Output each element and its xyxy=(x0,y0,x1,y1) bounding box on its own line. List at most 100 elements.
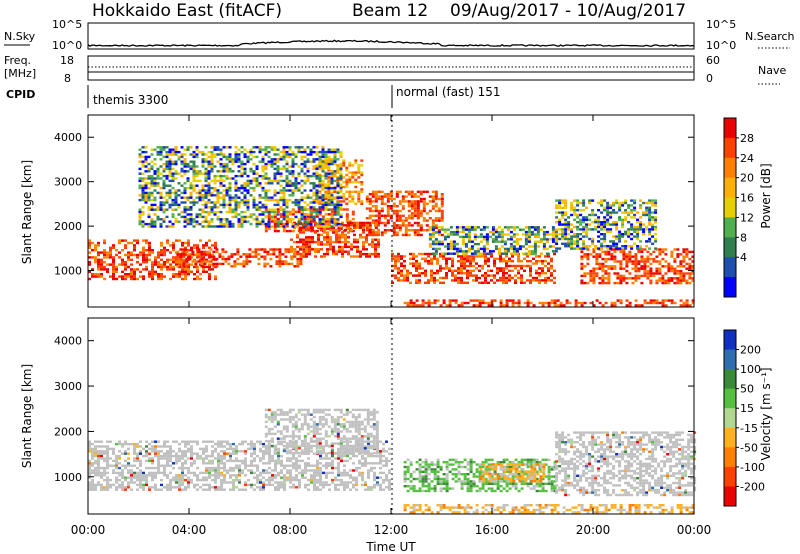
power-cell xyxy=(315,189,319,192)
power-cell xyxy=(312,220,316,223)
power-cell xyxy=(344,233,347,237)
nsky-right-tick-top: 10^5 xyxy=(706,18,736,31)
velocity-cell xyxy=(259,486,262,489)
power-cell xyxy=(234,150,238,154)
power-cell xyxy=(527,233,531,236)
power-cell xyxy=(588,228,592,231)
power-cell xyxy=(636,233,640,236)
velocity-cell xyxy=(187,471,190,475)
power-cell xyxy=(296,250,300,254)
velocity-cell xyxy=(106,481,109,484)
power-cell xyxy=(306,146,310,149)
power-cell xyxy=(150,206,154,209)
power-cell xyxy=(186,177,190,180)
power-cell xyxy=(618,204,622,207)
power-cell xyxy=(603,240,607,243)
power-cell xyxy=(153,220,157,223)
power-cell xyxy=(327,213,331,216)
velocity-cell xyxy=(139,483,142,487)
velocity-cell xyxy=(157,440,160,443)
power-cell xyxy=(246,158,250,161)
power-cell xyxy=(395,233,399,237)
velocity-cell xyxy=(229,474,232,477)
power-cell xyxy=(202,270,205,273)
power-cell xyxy=(658,301,662,305)
power-cell xyxy=(162,220,166,223)
power-cell xyxy=(228,210,232,214)
power-cell xyxy=(315,213,319,216)
power-cell xyxy=(315,146,319,149)
power-cell xyxy=(530,230,534,234)
power-cell xyxy=(649,267,653,270)
power-cell xyxy=(176,265,180,268)
power-cell xyxy=(276,158,280,161)
power-cell xyxy=(630,199,634,202)
velocity-cell xyxy=(163,466,166,470)
velocity-cell xyxy=(196,466,199,470)
power-cell xyxy=(619,277,623,280)
velocity-cell xyxy=(262,481,265,484)
velocity-cell xyxy=(190,457,193,460)
power-cell xyxy=(315,194,319,197)
power-cell xyxy=(303,148,307,151)
power-cell xyxy=(245,255,249,258)
power-cell xyxy=(527,235,531,239)
power-cell xyxy=(634,274,638,278)
power-cell xyxy=(547,269,550,272)
power-cell xyxy=(544,301,548,305)
power-cell xyxy=(591,221,595,224)
power-cell xyxy=(595,260,599,263)
power-cell xyxy=(178,239,181,242)
velocity-cell xyxy=(91,478,94,482)
power-cell xyxy=(339,190,343,193)
power-cell xyxy=(392,231,396,234)
power-cell xyxy=(583,301,587,305)
power-cell xyxy=(207,201,211,204)
power-cell xyxy=(321,153,325,156)
power-cell xyxy=(466,272,469,275)
power-cell xyxy=(631,262,635,266)
power-cell xyxy=(475,262,478,265)
power-cell xyxy=(401,224,405,227)
power-cell xyxy=(213,201,217,204)
power-cell xyxy=(180,160,184,163)
power-cell xyxy=(503,247,507,251)
power-cell xyxy=(148,244,151,247)
power-cell xyxy=(351,173,355,177)
power-cell xyxy=(210,158,214,161)
velocity-cell xyxy=(106,450,109,453)
power-cell xyxy=(600,204,604,207)
power-cell xyxy=(225,222,229,226)
power-cell xyxy=(284,260,288,263)
power-cell xyxy=(667,277,671,280)
power-cell xyxy=(401,221,405,225)
power-cell xyxy=(636,221,640,224)
power-cell xyxy=(201,194,205,197)
velocity-cell xyxy=(184,454,187,458)
power-cell xyxy=(276,153,280,156)
power-cell xyxy=(228,208,232,211)
power-cell xyxy=(162,146,166,149)
power-cell xyxy=(282,153,286,156)
power-cell xyxy=(449,240,453,243)
power-cell xyxy=(309,196,313,199)
power-cell xyxy=(321,188,325,191)
power-cell xyxy=(279,198,283,202)
nsky-panel: N.Sky 10^5 10^0 10^5 10^0 N.Search xyxy=(4,18,795,52)
power-cell xyxy=(297,189,301,192)
power-cell xyxy=(225,167,229,171)
power-cell xyxy=(645,245,649,248)
power-cell xyxy=(615,225,619,229)
power-cell xyxy=(377,190,381,193)
power-cell xyxy=(264,177,268,180)
power-cell xyxy=(109,263,112,266)
power-cell xyxy=(138,167,142,171)
power-cell xyxy=(544,279,547,282)
power-cell xyxy=(478,301,482,305)
velocity-cell xyxy=(166,474,169,477)
power-cell xyxy=(416,190,420,193)
power-cell xyxy=(505,260,508,263)
power-cell xyxy=(189,218,193,221)
power-cell xyxy=(661,301,665,305)
power-cell xyxy=(318,150,322,154)
